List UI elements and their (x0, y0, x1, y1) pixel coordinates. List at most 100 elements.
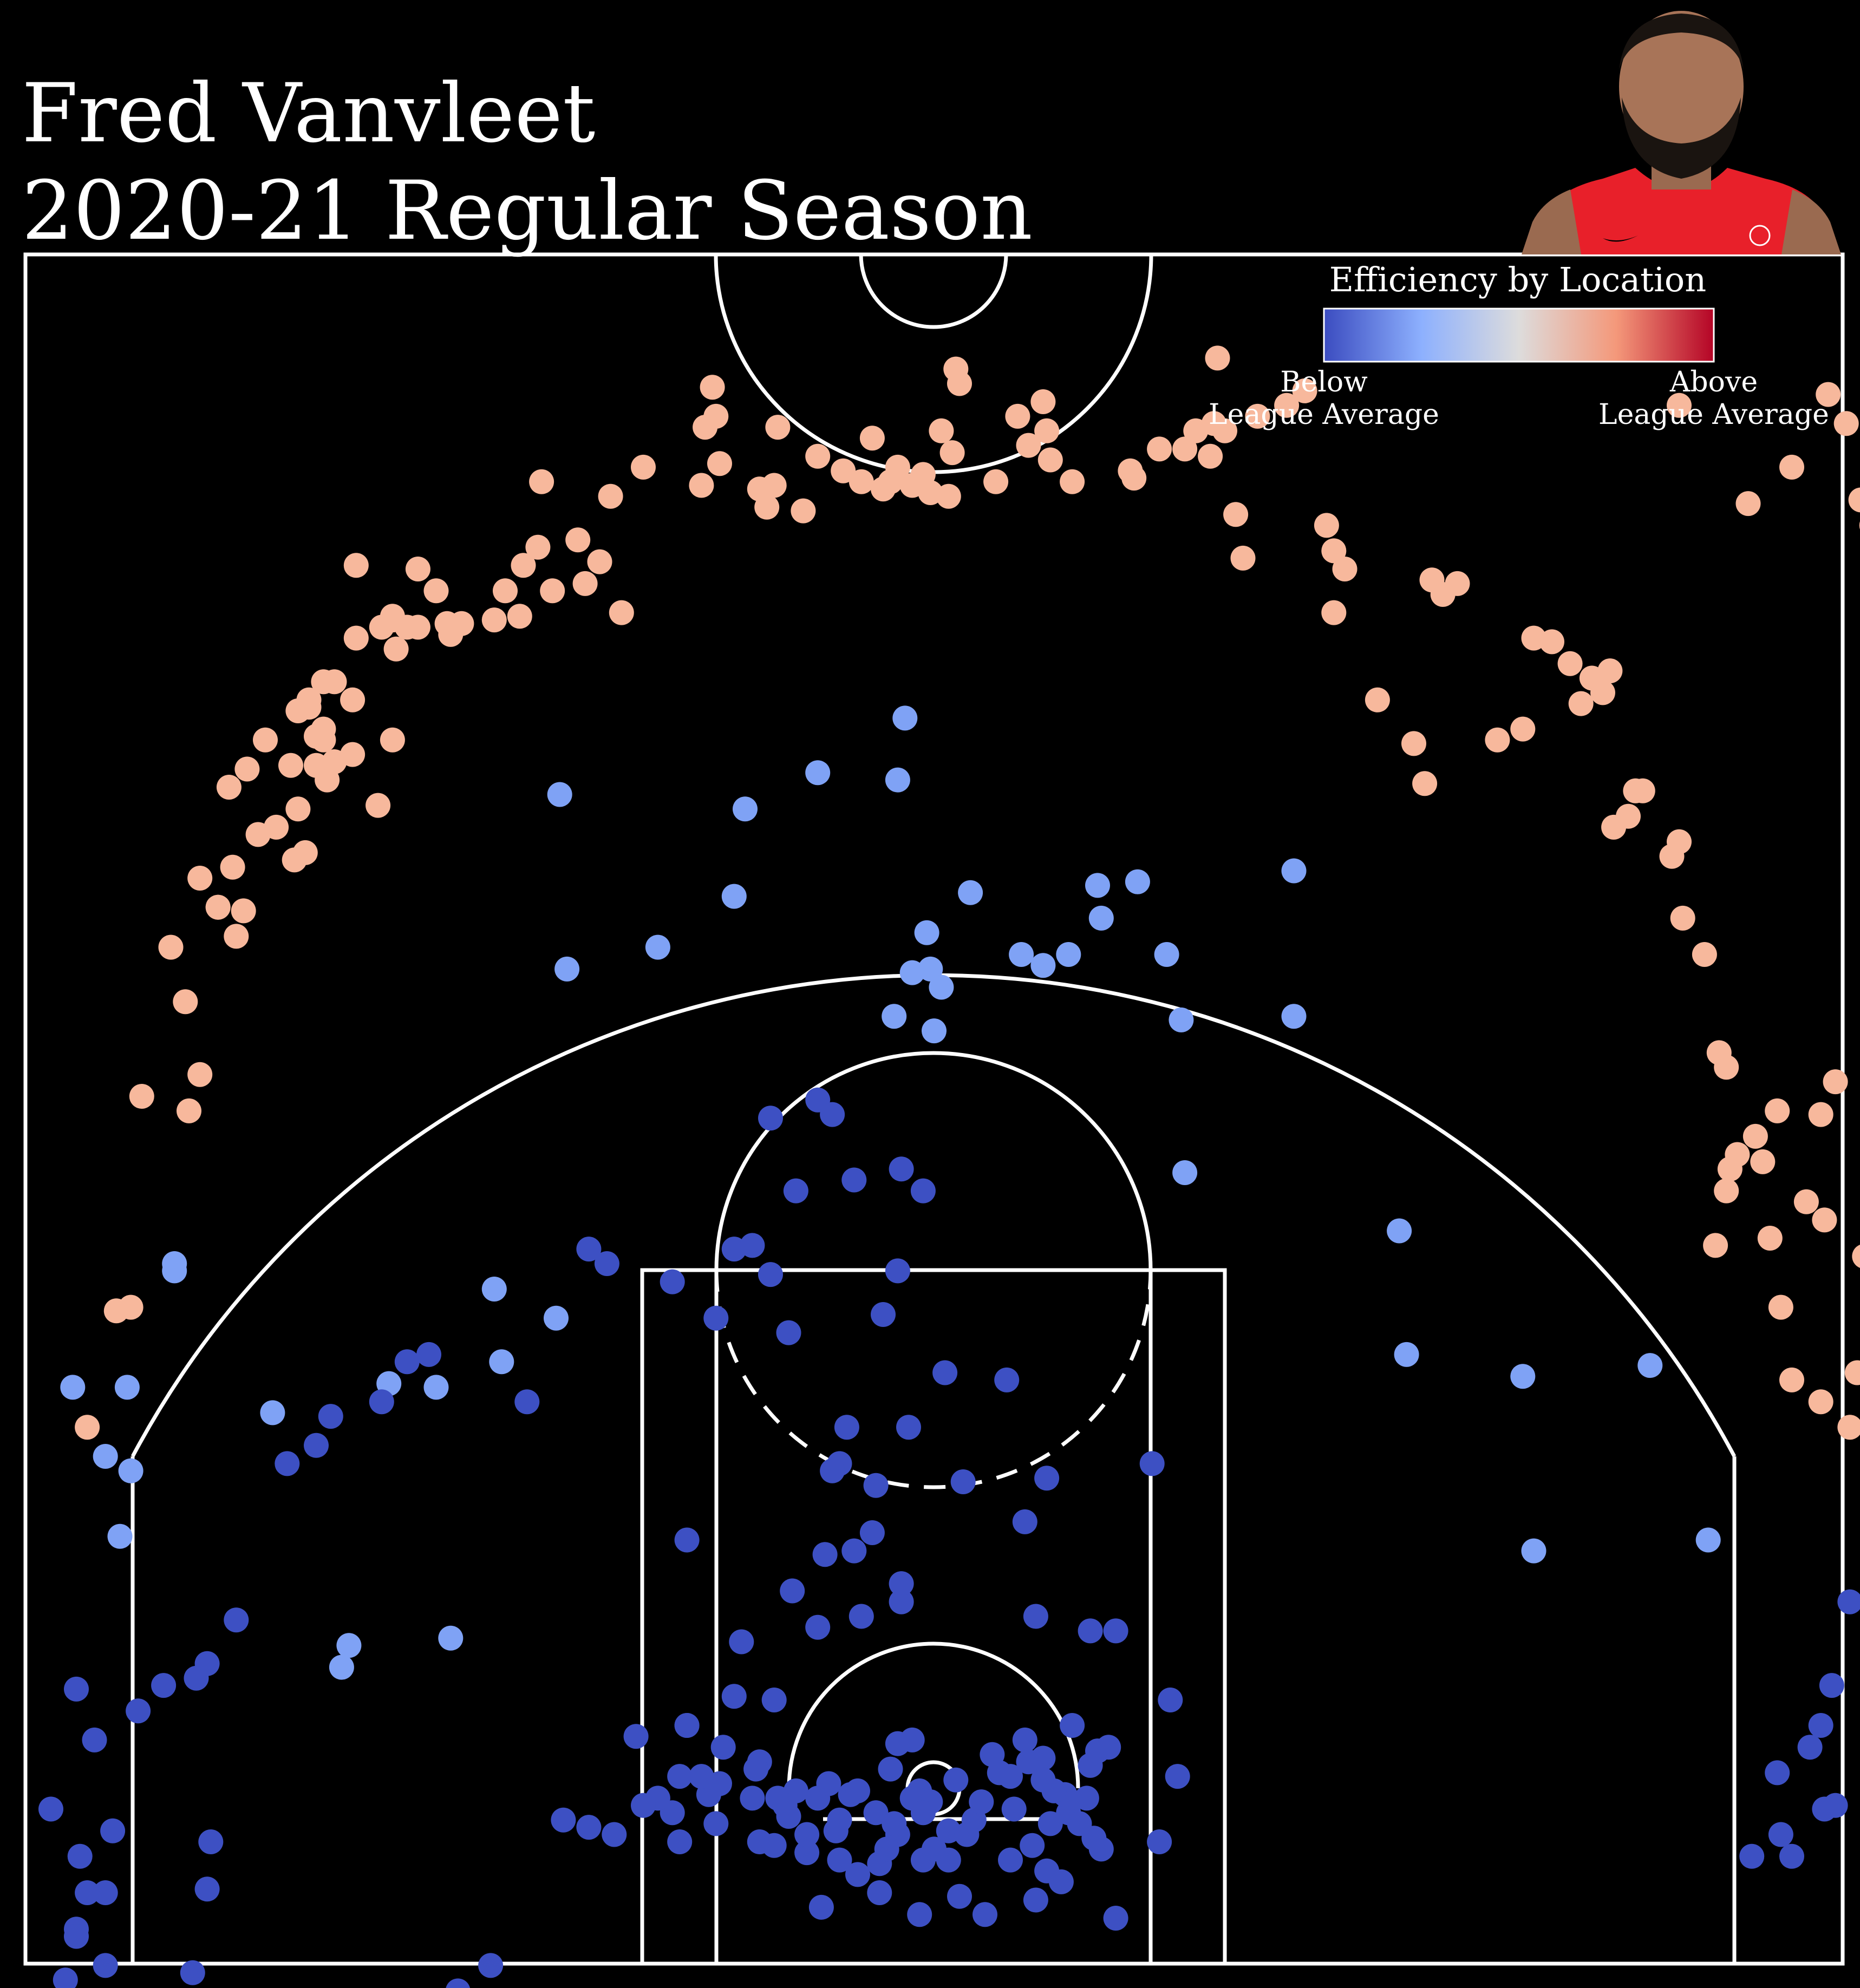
shot-point (1735, 491, 1761, 516)
shot-point (805, 443, 831, 469)
shot-point (529, 469, 554, 494)
shot-point (808, 1894, 834, 1920)
shot-point (761, 1688, 787, 1712)
shot-point (1793, 1189, 1819, 1214)
shot-point (871, 1302, 896, 1327)
shot-point (816, 1771, 841, 1796)
shot-point (1510, 1364, 1536, 1389)
shot-point (576, 1815, 602, 1840)
shot-point (551, 1807, 576, 1833)
shot-point (889, 1571, 914, 1597)
shot-point (1823, 1793, 1848, 1818)
shot-point (733, 796, 758, 822)
shot-point (1056, 942, 1081, 967)
shot-point (1837, 1589, 1860, 1614)
shot-point (1147, 1829, 1172, 1854)
shot-point (1332, 557, 1358, 581)
shot-point (805, 1614, 831, 1640)
shot-point (64, 1676, 89, 1702)
shot-point (1797, 1735, 1823, 1760)
shot-point (929, 975, 954, 1000)
shot-point (1852, 1245, 1860, 1268)
shot-point (1030, 1745, 1056, 1771)
hair (1619, 14, 1744, 70)
shot-point (740, 1233, 765, 1258)
shot-point (1848, 487, 1860, 513)
shot-point (366, 793, 391, 818)
shot-point (1037, 447, 1063, 473)
shot-point (772, 1793, 798, 1818)
shot-point (38, 1796, 63, 1822)
shot-point (1103, 1906, 1128, 1931)
shot-point (914, 920, 939, 945)
shot-point (1590, 680, 1615, 705)
shot-point (114, 1375, 140, 1400)
shot-point (973, 1902, 997, 1927)
shot-point (278, 753, 303, 778)
shot-point (93, 1880, 118, 1905)
player-headshot-icon (1522, 11, 1841, 254)
shot-point (1630, 778, 1655, 803)
shot-point (1023, 1887, 1048, 1913)
shot-point (1757, 1226, 1783, 1251)
shot-markers (38, 331, 1860, 1988)
shot-point (511, 553, 536, 578)
shot-point (885, 1731, 910, 1756)
shot-point (514, 1389, 540, 1415)
shot-point (1667, 829, 1692, 854)
shot-point (667, 1829, 693, 1854)
shot-point (1125, 869, 1150, 894)
shot-point (1510, 716, 1536, 742)
shot-point (1009, 942, 1034, 967)
shot-point (674, 1527, 700, 1553)
shot-point (340, 687, 366, 712)
shot-point (783, 1178, 808, 1204)
shot-point (544, 1305, 569, 1331)
shot-point (1808, 1102, 1833, 1127)
shot-point (594, 1251, 619, 1276)
shoulder-right (1781, 189, 1841, 254)
shot-point (173, 989, 198, 1015)
shot-point (1816, 382, 1841, 407)
shot-point (947, 371, 972, 396)
shot-point (1539, 629, 1564, 655)
free-throw-circle-bottom-dashed (714, 1270, 1153, 1489)
shot-point (1412, 771, 1438, 796)
shot-point (1779, 1367, 1804, 1392)
shot-point (438, 1625, 464, 1651)
shot-point (1085, 873, 1110, 898)
shot-point (264, 814, 289, 840)
shot-point (1779, 454, 1804, 480)
legend-above-line1: Above (1669, 366, 1758, 398)
shot-point (1172, 1160, 1198, 1185)
shot-point (969, 1789, 994, 1815)
shot-point (1742, 1123, 1768, 1149)
shot-point (187, 866, 213, 891)
shot-point (998, 1847, 1023, 1873)
shot-point (867, 1880, 892, 1905)
shot-point (823, 1818, 849, 1843)
shot-point (369, 1389, 394, 1415)
shot-point (304, 1433, 329, 1458)
shot-point (1074, 1786, 1099, 1811)
shot-point (1714, 1055, 1739, 1080)
shot-point (631, 1793, 656, 1818)
shot-point (710, 1735, 736, 1760)
chart-title-line2: 2020-21 Regular Season (22, 164, 1033, 258)
shot-point (151, 1673, 177, 1698)
shot-point (1034, 418, 1060, 443)
shot-point (177, 1098, 201, 1123)
shot-point (598, 483, 623, 509)
shot-point (805, 760, 831, 786)
shot-point (602, 1822, 627, 1847)
shot-point (478, 1953, 504, 1978)
shot-point (253, 727, 278, 753)
shot-point (863, 1473, 889, 1498)
shot-point (205, 894, 231, 920)
shot-point (554, 956, 580, 982)
shot-point (721, 1684, 747, 1709)
shot-point (820, 1458, 845, 1483)
shot-point (525, 534, 551, 560)
shot-point (1012, 1727, 1037, 1752)
shot-point (1823, 1069, 1848, 1095)
